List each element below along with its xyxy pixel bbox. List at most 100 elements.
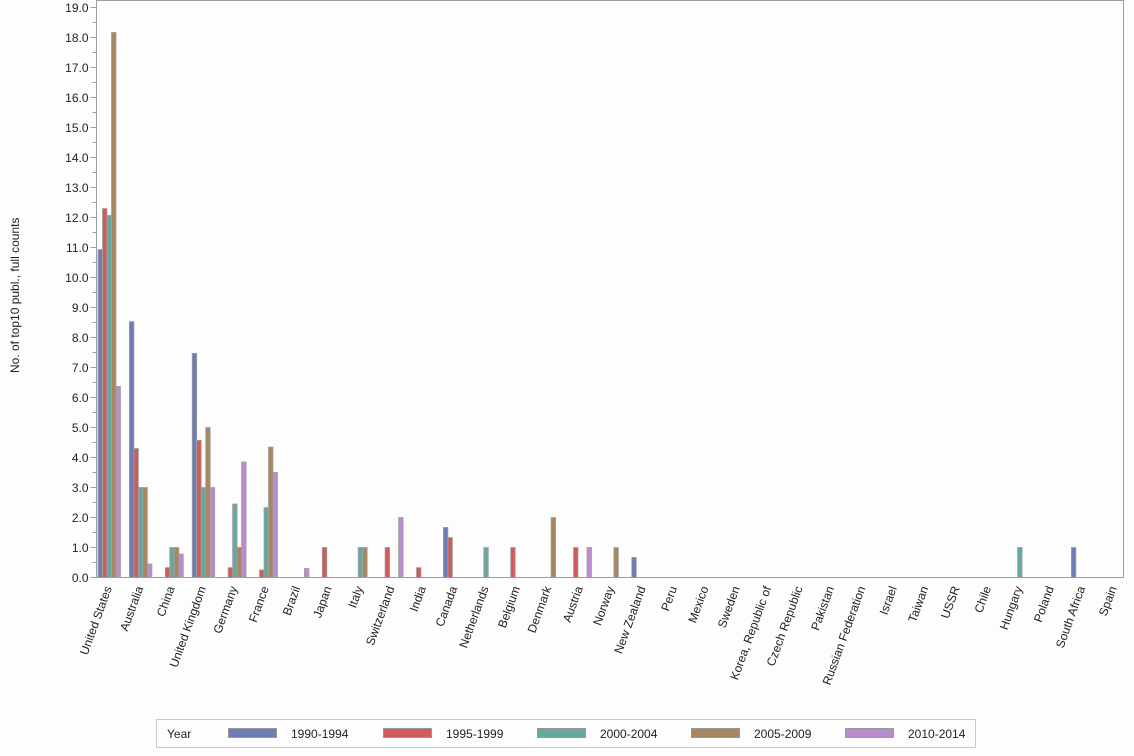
bar	[613, 547, 619, 578]
y-tick-label: 12.0	[65, 211, 89, 225]
bar	[483, 547, 489, 578]
x-tick-label: Denmark	[525, 583, 555, 634]
x-tick-label: Canada	[433, 584, 461, 629]
x-tick-label: Italy	[345, 584, 366, 609]
x-tick-label: Peru	[658, 584, 680, 613]
bar	[447, 537, 453, 578]
x-tick-label: Switzerland	[363, 584, 397, 647]
bar	[362, 547, 368, 578]
bar	[97, 249, 103, 578]
plot-area	[96, 0, 1124, 578]
x-tick-label: Norway	[590, 584, 617, 627]
y-tick-label: 18.0	[65, 31, 89, 45]
x-tick-label: Japan	[310, 584, 334, 620]
y-axis-label: No. of top10 publ., full counts	[8, 217, 22, 373]
bar	[133, 448, 139, 578]
y-tick-label: 13.0	[65, 181, 89, 195]
bar	[178, 553, 184, 578]
y-tick-label: 0.0	[72, 571, 89, 585]
legend-label: 2005-2009	[754, 727, 812, 741]
bar	[573, 547, 579, 578]
y-tick-label: 10.0	[65, 271, 89, 285]
y-tick-label: 14.0	[65, 151, 89, 165]
bar	[321, 547, 328, 578]
bar	[241, 461, 247, 578]
y-tick-label: 11.0	[66, 241, 89, 255]
legend-label: 2000-2004	[600, 727, 658, 741]
bar	[164, 567, 171, 578]
bar	[137, 487, 144, 578]
x-tick-label: Sweden	[715, 584, 743, 630]
bar	[510, 547, 516, 578]
x-tick-label: France	[246, 584, 272, 624]
x-tick-label: China	[154, 584, 178, 619]
bar	[128, 321, 135, 578]
bar	[416, 567, 422, 578]
x-tick-label: Chile	[972, 584, 995, 615]
legend-swatch	[228, 728, 277, 738]
y-tick-label: 19.0	[65, 1, 89, 15]
legend-label: 1995-1999	[446, 727, 504, 741]
x-tick-label: Germany	[210, 584, 240, 635]
x-tick-label: Austria	[560, 584, 586, 624]
y-tick-label: 2.0	[72, 511, 89, 525]
x-tick-label: Taiwan	[905, 584, 931, 624]
bar	[357, 547, 364, 578]
bar	[1017, 547, 1023, 578]
bar	[111, 32, 117, 578]
bar-series	[97, 32, 1077, 578]
bar	[398, 517, 404, 578]
bar	[268, 446, 274, 578]
y-tick-label: 7.0	[72, 361, 89, 375]
bar	[259, 569, 265, 578]
bar	[205, 427, 211, 578]
legend-title: Year	[167, 727, 192, 741]
y-tick-label: 15.0	[65, 121, 89, 135]
x-tick-label: Spain	[1096, 584, 1120, 618]
x-tick-label: Netherlands	[456, 584, 491, 650]
legend-label: 1990-1994	[291, 727, 349, 741]
legend-swatch	[691, 728, 740, 738]
bar	[196, 439, 202, 578]
bar	[272, 472, 278, 578]
bar	[146, 563, 153, 578]
legend-swatch	[383, 728, 432, 738]
y-tick-label: 9.0	[72, 301, 89, 315]
legend: Year 1990-1994 1995-1999 2000-2004 2005-…	[156, 719, 976, 748]
bar	[200, 487, 207, 578]
bar	[550, 517, 556, 578]
y-tick-label: 8.0	[72, 331, 89, 345]
bar	[442, 527, 449, 578]
bar	[102, 208, 108, 578]
bar	[586, 547, 592, 578]
y-tick-label: 1.0	[72, 541, 89, 555]
legend-swatch	[845, 728, 894, 738]
bar	[384, 547, 391, 578]
x-tick-label: Pakistan	[808, 584, 837, 632]
bar	[232, 503, 238, 578]
bar	[115, 385, 121, 578]
x-tick-label: Mexico	[685, 584, 711, 625]
bar	[1071, 547, 1077, 578]
x-tick-label: Israel	[877, 584, 900, 616]
bar	[169, 547, 175, 578]
x-tick-label: India	[407, 584, 429, 614]
y-axis: 0.0 1.0 2.0 3.0 4.0 5.0 6.0 7.0 8.0 9.0 10.0 11.0 12…	[65, 1, 97, 585]
bar	[209, 487, 216, 578]
y-tick-label: 5.0	[72, 421, 89, 435]
bar	[303, 568, 310, 578]
y-tick-label: 6.0	[72, 391, 89, 405]
legend-label: 2010-2014	[908, 727, 966, 741]
bar	[173, 547, 180, 578]
bar	[142, 487, 148, 578]
x-tick-label: Belgium	[495, 584, 523, 630]
y-tick-label: 3.0	[72, 481, 89, 495]
y-tick-label: 17.0	[65, 61, 89, 75]
bar	[236, 547, 243, 578]
x-tick-label: New Zealand	[611, 584, 648, 655]
bar	[263, 507, 269, 578]
bar	[631, 557, 637, 578]
y-tick-label: 16.0	[65, 91, 89, 105]
